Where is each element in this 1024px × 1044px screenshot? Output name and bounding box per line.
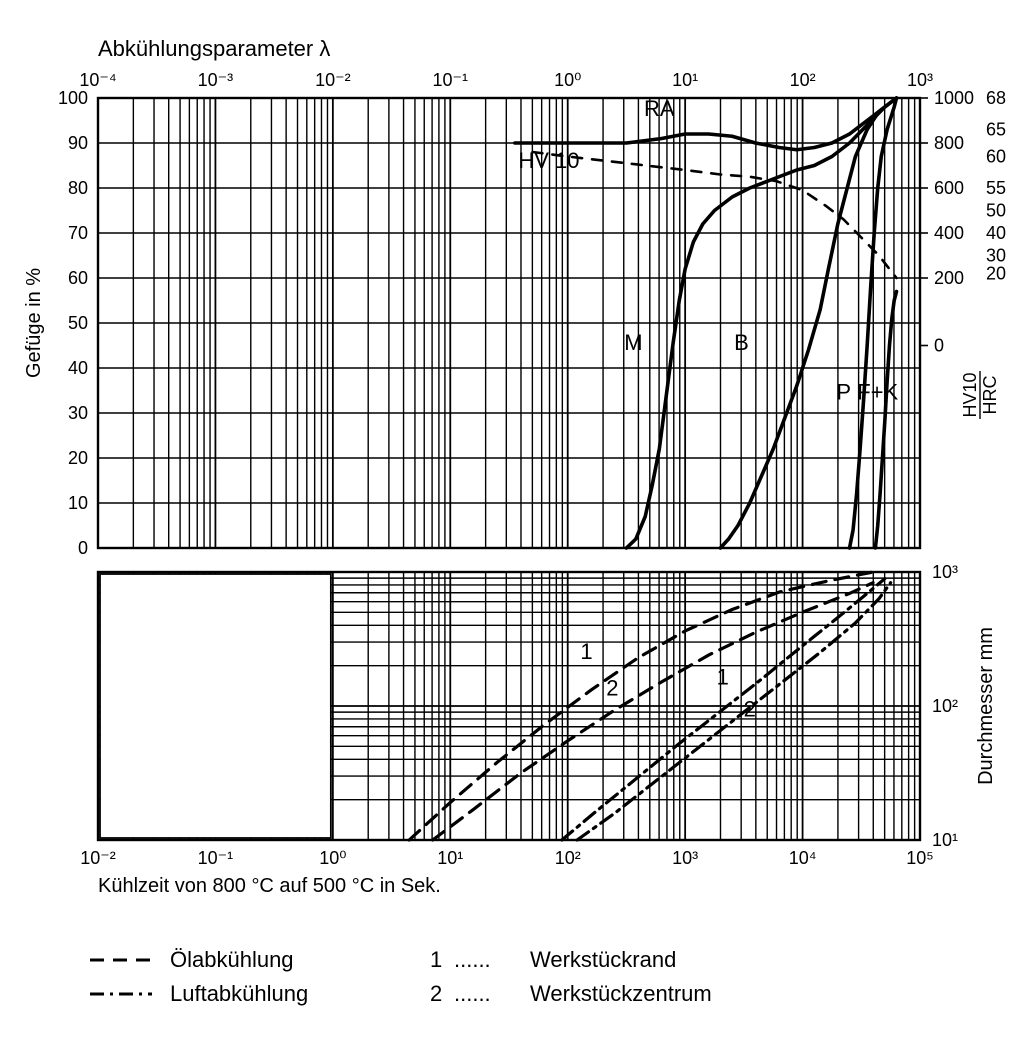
top-y-tick-label: 70: [68, 223, 88, 243]
bot-x-tick-label: 10³: [672, 848, 698, 868]
legend-right-label: Werkstückrand: [530, 947, 676, 972]
top-x-tick-label: 10¹: [672, 70, 698, 90]
bot-x-tick-label: 10¹: [437, 848, 463, 868]
bot-x-tick-label: 10⁴: [789, 848, 817, 868]
hrc-tick-label: 20: [986, 264, 1006, 284]
hv-tick-label: 0: [934, 336, 944, 356]
top-y-tick-label: 90: [68, 133, 88, 153]
hv-tick-label: 1000: [934, 88, 974, 108]
bot-curve-label-oil_1: 1: [580, 639, 592, 664]
legend-dots: ......: [454, 981, 491, 1006]
bot-x-axis-title: Kühlzeit von 800 °C auf 500 °C in Sek.: [98, 875, 441, 897]
top-x-tick-label: 10³: [907, 70, 933, 90]
hrc-tick-label: 50: [986, 201, 1006, 221]
hv-tick-label: 800: [934, 133, 964, 153]
top-y-tick-label: 60: [68, 268, 88, 288]
top-x-tick-label: 10⁻²: [315, 70, 351, 90]
top-y-tick-label: 40: [68, 358, 88, 378]
top-y-tick-label: 30: [68, 403, 88, 423]
hv-tick-label: 200: [934, 268, 964, 288]
top-y-tick-label: 10: [68, 493, 88, 513]
svg-text:HRC: HRC: [980, 376, 1000, 415]
legend-label: Luftabkühlung: [170, 981, 308, 1006]
hv-tick-label: 400: [934, 223, 964, 243]
bot-y-tick-label: 10¹: [932, 830, 958, 850]
top-y-tick-label: 50: [68, 313, 88, 333]
top-y-tick-label: 100: [58, 88, 88, 108]
legend-num: 1: [430, 947, 442, 972]
hrc-tick-label: 60: [986, 147, 1006, 167]
bot-x-tick-label: 10⁻²: [80, 848, 116, 868]
bot-y-axis-label: Durchmesser mm: [975, 627, 997, 785]
legend-num: 2: [430, 981, 442, 1006]
hrc-tick-label: 55: [986, 178, 1006, 198]
top-y-tick-label: 20: [68, 448, 88, 468]
top-x-tick-label: 10⁻⁴: [79, 70, 116, 90]
legend-dots: ......: [454, 947, 491, 972]
top-x-tick-label: 10⁰: [554, 70, 581, 90]
top-x-tick-label: 10⁻¹: [433, 70, 469, 90]
top-y-tick-label: 80: [68, 178, 88, 198]
cct-diagram: 10⁻⁴10⁻³10⁻²10⁻¹10⁰10¹10²10³010203040506…: [0, 0, 1024, 1044]
hrc-tick-label: 65: [986, 120, 1006, 140]
top-chart-title: Abkühlungsparameter λ: [98, 36, 330, 61]
bot-curve-label-air_1: 1: [717, 665, 729, 690]
hrc-tick-label: 40: [986, 223, 1006, 243]
top-y-axis-label: Gefüge in %: [23, 268, 45, 378]
bottom-blank-box: [100, 574, 331, 838]
curve-label-RA: RA: [644, 96, 675, 121]
bot-x-tick-label: 10⁵: [906, 848, 933, 868]
bot-curve-oil_2: [433, 583, 873, 840]
curve-label-FK: F+K: [857, 380, 898, 405]
top-y-tick-label: 0: [78, 538, 88, 558]
legend-right-label: Werkstückzentrum: [530, 981, 712, 1006]
bot-x-tick-label: 10⁻¹: [198, 848, 234, 868]
bot-x-tick-label: 10²: [555, 848, 581, 868]
bot-curve-label-oil_2: 2: [606, 675, 618, 700]
bot-y-tick-label: 10³: [932, 562, 958, 582]
curve-label-M: M: [624, 330, 642, 355]
bot-x-tick-label: 10⁰: [319, 848, 346, 868]
curve-RA: [515, 98, 897, 150]
hrc-tick-label: 30: [986, 246, 1006, 266]
svg-text:HV10: HV10: [960, 372, 980, 417]
curve-label-HV10: HV 10: [518, 148, 579, 173]
top-x-tick-label: 10⁻³: [198, 70, 234, 90]
bot-curve-air_1: [562, 579, 885, 840]
curve-label-P: P: [836, 380, 851, 405]
hrc-tick-label: 68: [986, 88, 1006, 108]
bot-curve-label-air_2: 2: [744, 697, 756, 722]
right-axis-units: HV10HRC: [960, 371, 1000, 419]
bot-y-tick-label: 10²: [932, 696, 958, 716]
hv-tick-label: 600: [934, 178, 964, 198]
legend-label: Ölabkühlung: [170, 947, 294, 972]
top-x-tick-label: 10²: [790, 70, 816, 90]
curve-label-B: B: [734, 330, 749, 355]
